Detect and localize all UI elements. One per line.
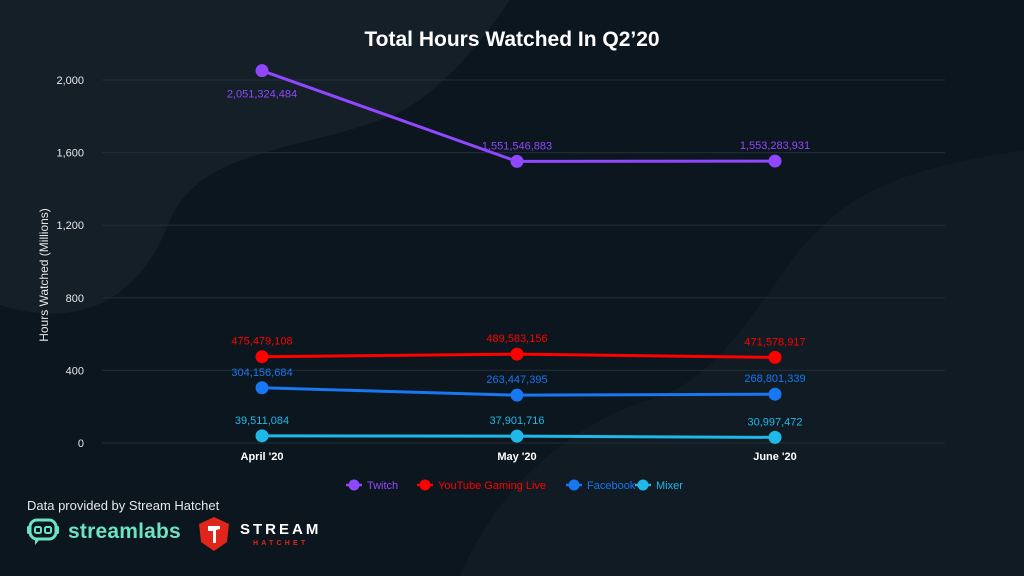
y-tick-label: 0: [78, 438, 84, 450]
legend-marker-icon: [637, 479, 649, 491]
legend-marker-icon: [568, 479, 580, 491]
data-point: [255, 350, 269, 364]
data-label: 263,447,395: [486, 374, 547, 386]
data-point: [510, 429, 524, 443]
x-tick-label: June '20: [753, 451, 797, 463]
y-tick-label: 800: [66, 293, 84, 305]
x-tick-label: April '20: [241, 451, 284, 463]
data-point: [768, 430, 782, 444]
legend-label: Twitch: [367, 480, 398, 492]
legend-label: Mixer: [656, 480, 683, 492]
streamlabs-wordmark: streamlabs: [68, 520, 181, 543]
data-label: 471,578,917: [744, 336, 805, 348]
background-blob-top-left: [0, 0, 510, 314]
y-axis-ticks: 0 400 800 1,200 1,600 2,000: [56, 75, 84, 450]
data-label: 304,156,684: [231, 367, 292, 379]
x-tick-label: May '20: [497, 451, 536, 463]
stream-hatchet-logo: STREAM HATCHET: [197, 516, 321, 552]
series-twitch: 2,051,324,484 1,551,546,883 1,553,283,931: [227, 64, 810, 168]
data-point: [510, 154, 524, 168]
x-axis-ticks: April '20 May '20 June '20: [241, 451, 797, 463]
data-point: [510, 347, 524, 361]
y-tick-label: 1,600: [56, 148, 84, 160]
data-source-note: Data provided by Stream Hatchet: [27, 498, 220, 513]
data-label: 475,479,108: [231, 336, 292, 348]
hatchet-shield-icon: [199, 517, 229, 551]
legend-marker-icon: [348, 479, 360, 491]
data-label: 37,901,716: [489, 415, 544, 427]
legend: Twitch YouTube Gaming Live Facebook Mixer: [346, 479, 683, 493]
data-label: 39,511,084: [235, 415, 289, 427]
legend-item-youtube-gaming-live[interactable]: YouTube Gaming Live: [417, 479, 546, 493]
background-blob-bottom-right: [460, 150, 1024, 576]
legend-item-mixer[interactable]: Mixer: [635, 479, 683, 493]
data-label: 1,551,546,883: [482, 140, 552, 152]
chart-title: Total Hours Watched In Q2’20: [364, 28, 660, 51]
legend-item-facebook[interactable]: Facebook: [566, 479, 636, 493]
hatchet-wordmark-hatchet: HATCHET: [253, 539, 309, 547]
series-group: 2,051,324,484 1,551,546,883 1,553,283,931 4…: [227, 64, 810, 444]
data-label: 2,051,324,484: [227, 89, 297, 101]
data-point: [768, 350, 782, 364]
data-point: [768, 154, 782, 168]
gridlines: [102, 79, 945, 444]
y-tick-label: 2,000: [56, 75, 84, 87]
hatchet-wordmark-stream: STREAM: [240, 520, 322, 538]
series-mixer: 39,511,084 37,901,716 30,997,472: [235, 415, 803, 444]
legend-label: Facebook: [587, 480, 636, 492]
data-label: 30,997,472: [747, 416, 802, 428]
data-label: 268,801,339: [744, 373, 805, 385]
y-axis-label: Hours Watched (Millions): [37, 208, 51, 342]
data-point: [510, 388, 524, 402]
data-point: [768, 387, 782, 401]
legend-item-twitch[interactable]: Twitch: [346, 479, 398, 493]
data-point: [255, 381, 269, 395]
legend-label: YouTube Gaming Live: [438, 480, 546, 492]
data-label: 1,553,283,931: [740, 140, 810, 152]
y-tick-label: 1,200: [56, 220, 84, 232]
data-point: [255, 429, 269, 443]
data-point: [255, 64, 269, 78]
series-facebook: 304,156,684 263,447,395 268,801,339: [231, 367, 806, 402]
y-tick-label: 400: [66, 365, 84, 377]
series-youtube-gaming-live: 475,479,108 489,583,156 471,578,917: [231, 333, 806, 364]
streamlabs-icon: [27, 518, 59, 545]
data-label: 489,583,156: [486, 333, 547, 345]
legend-marker-icon: [419, 479, 431, 491]
streamlabs-logo: streamlabs: [26, 517, 181, 547]
